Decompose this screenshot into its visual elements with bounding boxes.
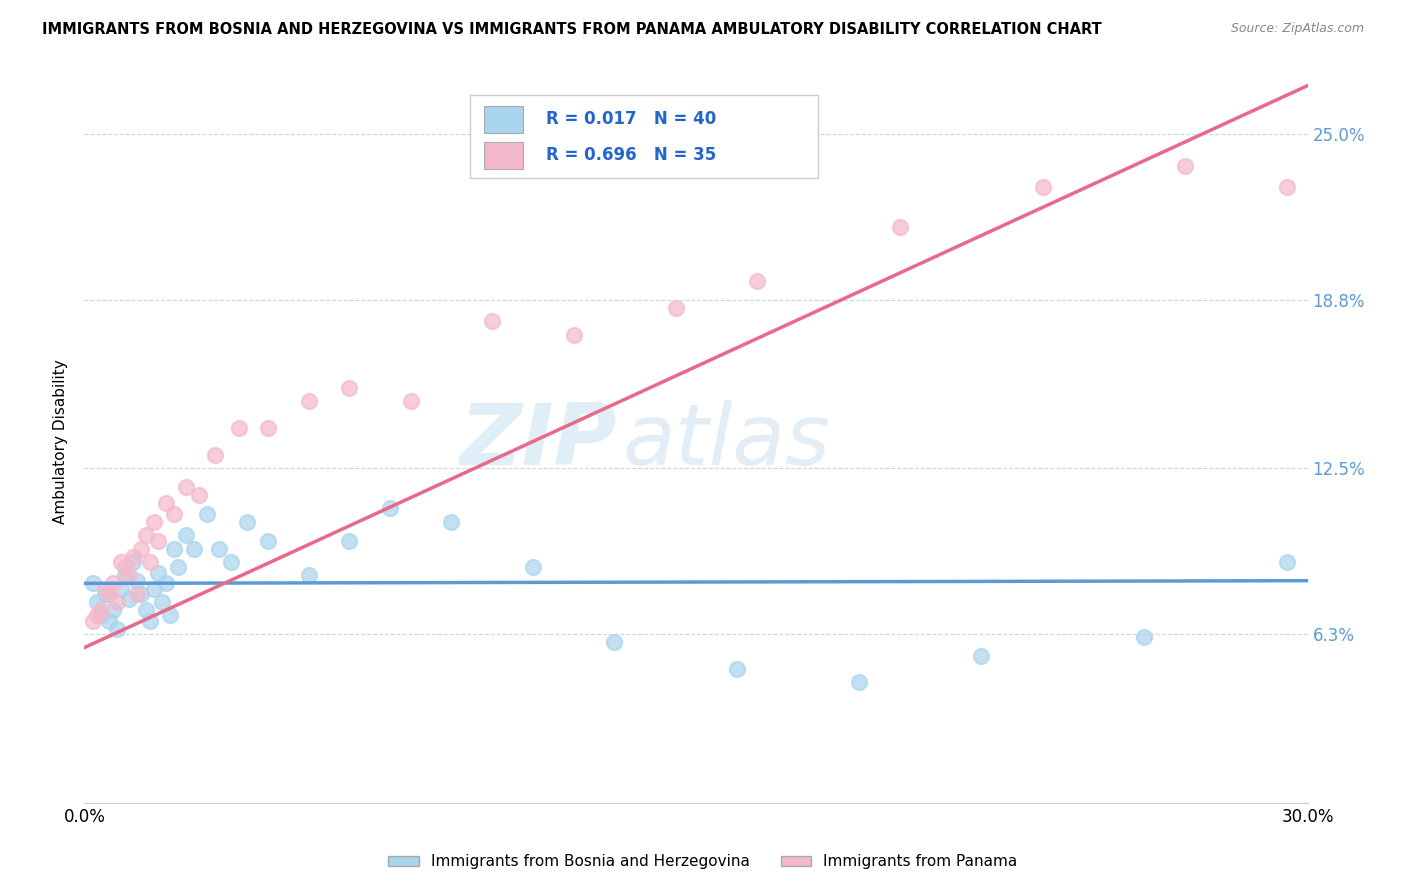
Point — [1277, 180, 1299, 194]
Point — [747, 274, 769, 288]
Point — [118, 568, 141, 582]
Point — [399, 394, 422, 409]
Point — [97, 614, 120, 628]
Point — [257, 421, 280, 435]
Point — [110, 555, 132, 569]
Point — [101, 576, 124, 591]
Point — [1174, 159, 1197, 173]
Point — [187, 488, 209, 502]
Point — [195, 507, 218, 521]
Point — [122, 549, 145, 564]
Point — [155, 496, 177, 510]
Point — [163, 507, 186, 521]
Point — [110, 582, 132, 596]
Point — [167, 560, 190, 574]
Point — [82, 576, 104, 591]
Point — [127, 574, 149, 588]
Point — [725, 662, 748, 676]
Point — [204, 448, 226, 462]
Text: IMMIGRANTS FROM BOSNIA AND HERZEGOVINA VS IMMIGRANTS FROM PANAMA AMBULATORY DISA: IMMIGRANTS FROM BOSNIA AND HERZEGOVINA V… — [42, 22, 1102, 37]
Point — [142, 515, 165, 529]
Point — [339, 533, 361, 548]
Point — [257, 533, 280, 548]
Point — [665, 301, 688, 315]
Point — [163, 541, 186, 556]
Point — [138, 614, 160, 628]
Point — [146, 533, 169, 548]
Text: R = 0.696   N = 35: R = 0.696 N = 35 — [546, 146, 716, 164]
Point — [131, 587, 153, 601]
Point — [122, 555, 145, 569]
Point — [298, 394, 321, 409]
Point — [150, 595, 173, 609]
Point — [131, 541, 153, 556]
Point — [174, 480, 197, 494]
Point — [105, 595, 128, 609]
Text: Source: ZipAtlas.com: Source: ZipAtlas.com — [1230, 22, 1364, 36]
Point — [127, 587, 149, 601]
Point — [183, 541, 205, 556]
Legend: Immigrants from Bosnia and Herzegovina, Immigrants from Panama: Immigrants from Bosnia and Herzegovina, … — [382, 848, 1024, 875]
Point — [86, 595, 108, 609]
Point — [146, 566, 169, 580]
Point — [1133, 630, 1156, 644]
Point — [142, 582, 165, 596]
Point — [970, 648, 993, 663]
Point — [155, 576, 177, 591]
Point — [86, 608, 108, 623]
Point — [159, 608, 181, 623]
Point — [118, 592, 141, 607]
Point — [522, 560, 544, 574]
Point — [228, 421, 250, 435]
FancyBboxPatch shape — [484, 142, 523, 169]
Point — [93, 582, 115, 596]
Point — [339, 381, 361, 395]
Point — [174, 528, 197, 542]
Point — [90, 603, 112, 617]
Point — [298, 568, 321, 582]
Point — [138, 555, 160, 569]
Text: atlas: atlas — [623, 400, 831, 483]
Point — [1277, 555, 1299, 569]
Point — [603, 635, 626, 649]
Point — [236, 515, 259, 529]
Text: R = 0.017   N = 40: R = 0.017 N = 40 — [546, 111, 716, 128]
Point — [380, 501, 402, 516]
Point — [97, 587, 120, 601]
Point — [135, 528, 157, 542]
Point — [101, 603, 124, 617]
Point — [440, 515, 463, 529]
Point — [90, 608, 112, 623]
FancyBboxPatch shape — [470, 95, 818, 178]
Point — [135, 603, 157, 617]
Point — [219, 555, 242, 569]
Point — [208, 541, 231, 556]
Point — [114, 568, 136, 582]
Point — [105, 622, 128, 636]
FancyBboxPatch shape — [484, 105, 523, 133]
Y-axis label: Ambulatory Disability: Ambulatory Disability — [53, 359, 69, 524]
Point — [889, 220, 911, 235]
Point — [93, 587, 115, 601]
Text: ZIP: ZIP — [458, 400, 616, 483]
Point — [848, 675, 870, 690]
Point — [82, 614, 104, 628]
Point — [114, 560, 136, 574]
Point — [562, 327, 585, 342]
Point — [481, 314, 503, 328]
Point — [1032, 180, 1054, 194]
